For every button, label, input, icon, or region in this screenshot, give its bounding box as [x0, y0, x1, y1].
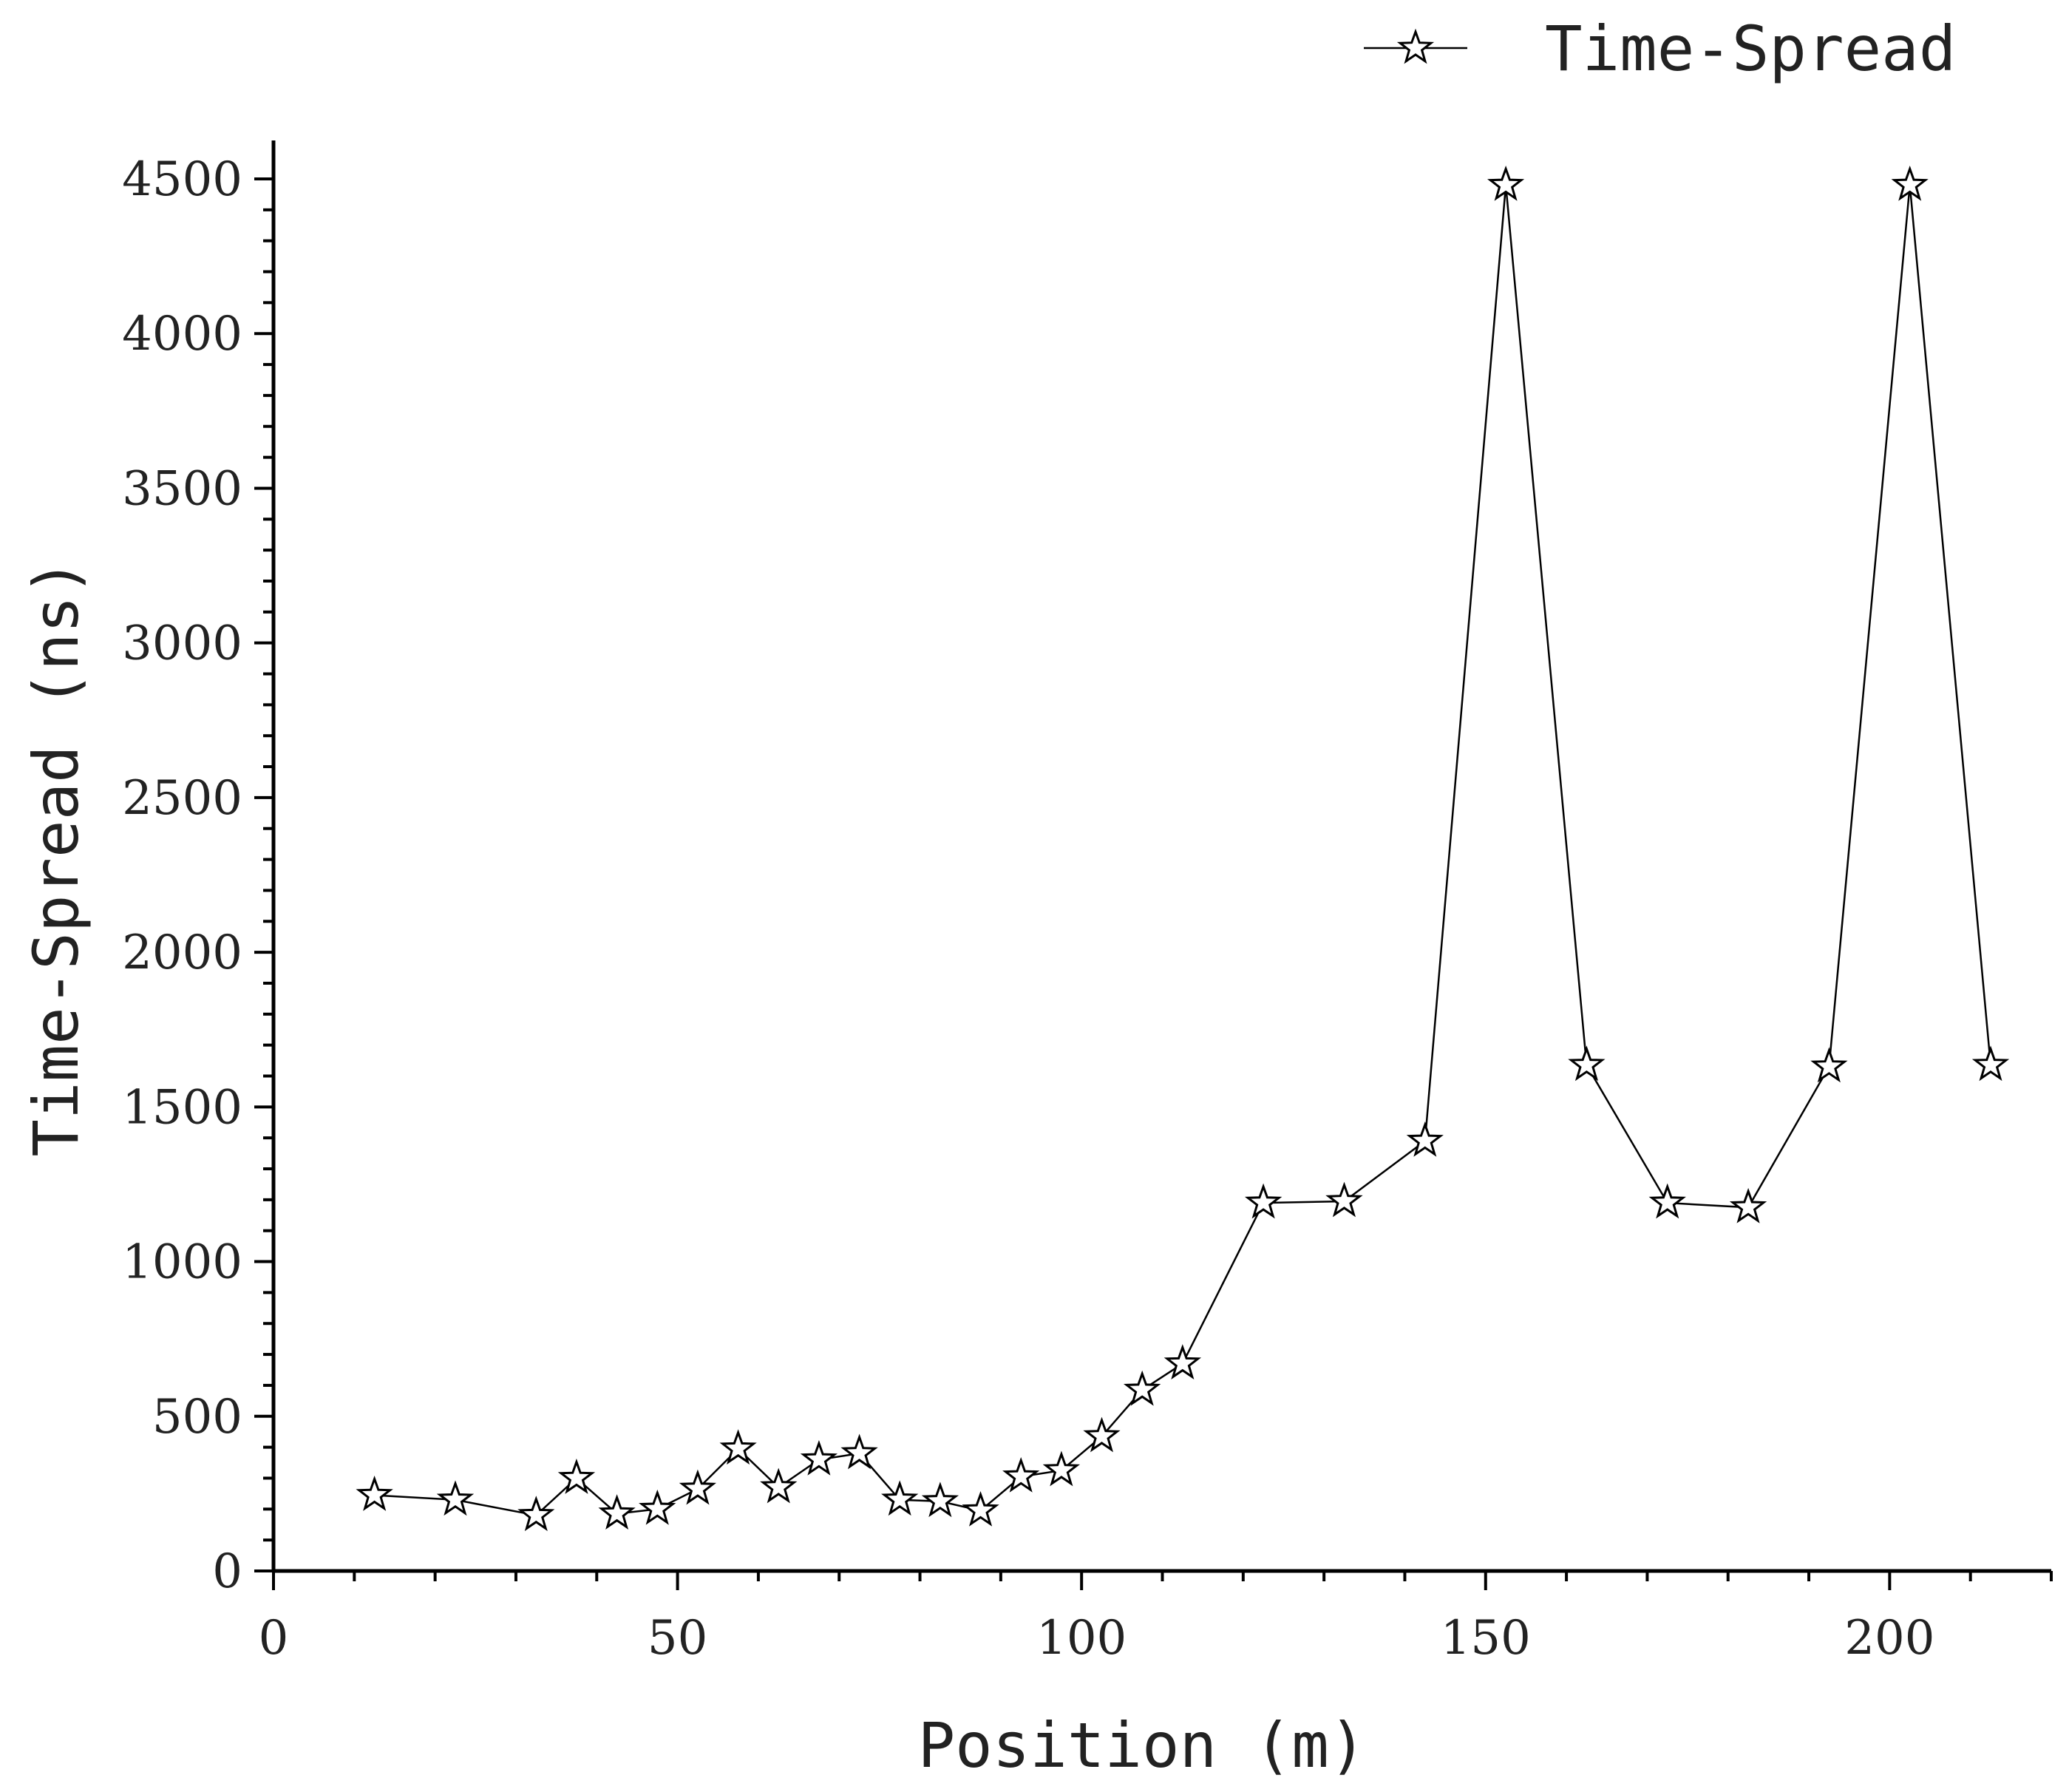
- data-point-star: [639, 1489, 676, 1525]
- y-tick-label: 3000: [122, 617, 242, 671]
- data-point-star: [1891, 165, 1929, 201]
- y-tick-label: 0: [212, 1544, 242, 1599]
- data-point-star: [1163, 1344, 1202, 1380]
- x-tick-label: 100: [1036, 1611, 1127, 1666]
- y-tick-label: 4500: [122, 152, 242, 207]
- data-point-star: [679, 1469, 716, 1505]
- data-point-star: [800, 1439, 838, 1476]
- data-point-star: [436, 1480, 475, 1516]
- data-point-star: [356, 1476, 393, 1511]
- data-point-star: [840, 1433, 878, 1470]
- x-tick-label: 0: [259, 1611, 289, 1666]
- data-point-star: [1123, 1370, 1161, 1406]
- data-point-star: [1406, 1121, 1444, 1157]
- data-point-star: [1648, 1183, 1686, 1219]
- data-point-star: [1244, 1183, 1282, 1219]
- legend-star-shape: [1396, 28, 1435, 64]
- legend-star-marker: [1396, 28, 1435, 64]
- data-point-star: [517, 1496, 555, 1532]
- data-point-star: [557, 1459, 596, 1494]
- legend-label-time-spread: Time-Spread: [1545, 13, 1956, 85]
- data-point-star: [921, 1482, 959, 1518]
- data-point-star: [598, 1494, 636, 1530]
- y-axis-ticks: 0 500 1000 1500 2000 2500 3000 3500 4000 4500: [122, 152, 274, 1599]
- data-point-star: [760, 1467, 798, 1504]
- data-point-star: [1042, 1450, 1081, 1487]
- series-line: [374, 185, 1992, 1517]
- y-tick-label: 4000: [122, 307, 242, 362]
- data-point-star: [1002, 1456, 1040, 1493]
- data-point-star: [1325, 1181, 1363, 1218]
- data-point-star: [962, 1490, 999, 1527]
- data-point-star: [1083, 1416, 1121, 1453]
- data-point-star: [719, 1429, 757, 1465]
- data-point-star: [881, 1480, 919, 1516]
- x-axis-ticks: 0 50 100 150 200: [259, 1571, 2053, 1666]
- data-point-star: [1729, 1187, 1767, 1223]
- y-tick-label: 1000: [122, 1235, 242, 1290]
- x-tick-label: 150: [1441, 1611, 1531, 1666]
- data-point-star: [1810, 1047, 1848, 1083]
- y-axis-title: Time-Spread (ns): [20, 558, 92, 1156]
- x-tick-label: 200: [1844, 1611, 1934, 1666]
- data-point-star: [1568, 1045, 1606, 1082]
- y-tick-label: 2000: [122, 926, 242, 980]
- y-tick-label: 500: [152, 1390, 242, 1445]
- series-time-spread: [356, 165, 2010, 1532]
- y-tick-label: 3500: [122, 461, 242, 516]
- legend: Time-Spread: [1364, 13, 1956, 85]
- y-tick-label: 2500: [122, 771, 242, 826]
- x-axis-title: Position (m): [918, 1709, 1367, 1782]
- data-point-star: [1487, 165, 1525, 201]
- x-tick-label: 50: [648, 1611, 707, 1666]
- data-point-star: [1971, 1045, 2010, 1082]
- y-tick-label: 1500: [122, 1080, 242, 1135]
